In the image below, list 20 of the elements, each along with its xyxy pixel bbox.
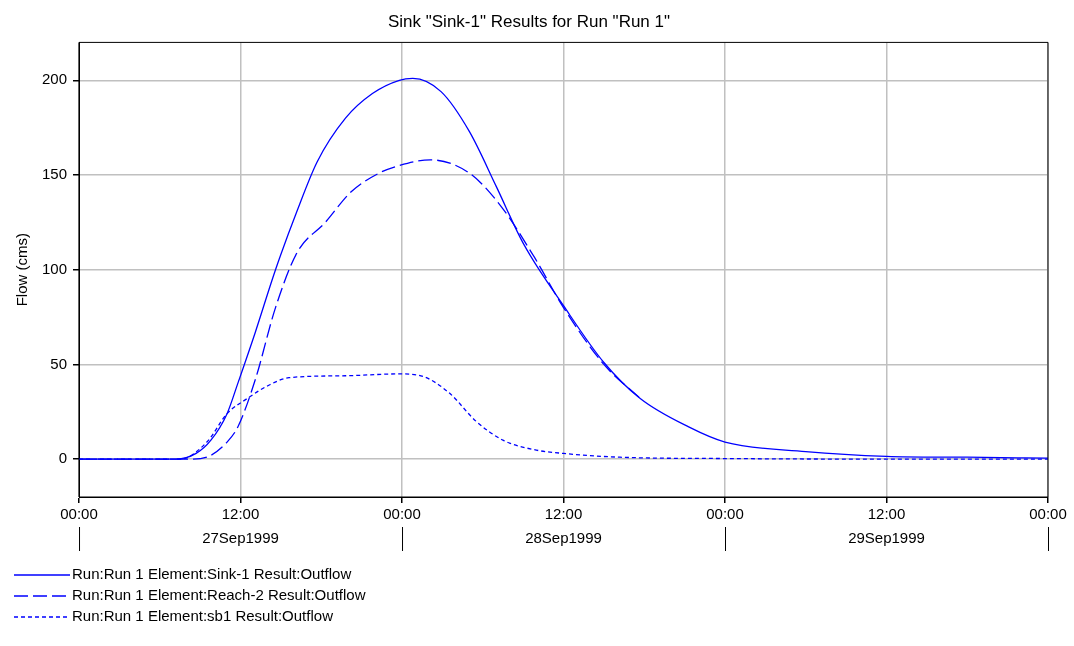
legend-label: Run:Run 1 Element:Sink-1 Result:Outflow xyxy=(72,565,352,583)
x-tick-label: 00:00 xyxy=(383,505,421,523)
legend-label: Run:Run 1 Element:Reach-2 Result:Outflow xyxy=(72,586,366,604)
legend-label: Run:Run 1 Element:sb1 Result:Outflow xyxy=(72,607,334,625)
y-tick-label: 50 xyxy=(50,354,68,372)
y-tick-label: 150 xyxy=(42,165,68,183)
x-tick-label: 12:00 xyxy=(221,505,260,523)
x-tick-label: 00:00 xyxy=(706,505,744,523)
chart-title: Sink "Sink-1" Results for Run "Run 1" xyxy=(387,11,671,31)
x-tick-label: 12:00 xyxy=(867,505,906,523)
y-tick-label: 100 xyxy=(42,259,68,277)
y-axis-title: Flow (cms) xyxy=(13,233,31,307)
x-tick-label: 12:00 xyxy=(544,505,583,523)
y-tick-label: 200 xyxy=(42,70,68,88)
y-tick-label: 0 xyxy=(58,449,68,467)
x-tick-label: 00:00 xyxy=(1029,505,1067,523)
text: 29Sep1999 xyxy=(848,529,925,547)
text: 27Sep1999 xyxy=(202,529,279,547)
text: 28Sep1999 xyxy=(525,529,602,547)
x-tick-label: 00:00 xyxy=(60,505,98,523)
